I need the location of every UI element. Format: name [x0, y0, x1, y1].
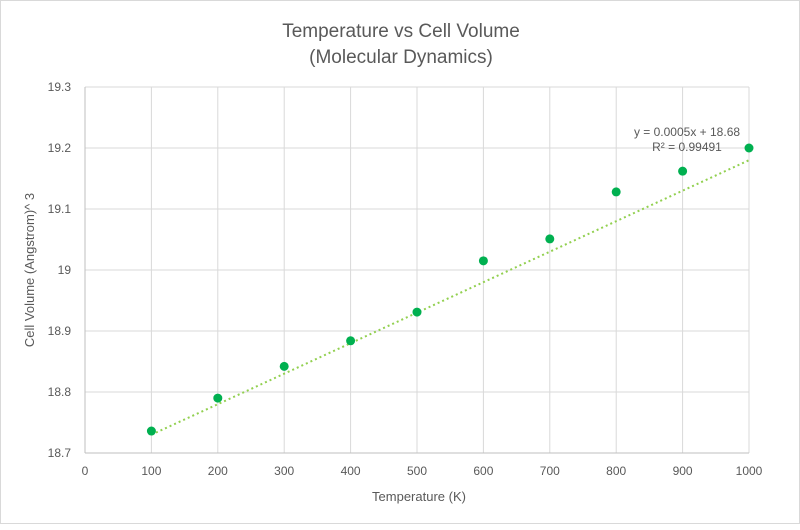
data-point	[146, 426, 156, 436]
data-point	[478, 256, 488, 266]
data-point	[744, 143, 754, 153]
trendline	[150, 159, 750, 436]
y-tick-label: 19.1	[48, 202, 72, 216]
x-tick-label: 0	[82, 464, 89, 478]
y-tick-label: 19.3	[48, 80, 72, 94]
chart-subtitle: (Molecular Dynamics)	[309, 47, 493, 68]
chart-title: Temperature vs Cell Volume	[282, 21, 520, 42]
x-axis-label: Temperature (K)	[372, 489, 466, 504]
x-tick-label: 1000	[736, 464, 763, 478]
data-point	[678, 166, 688, 176]
data-point	[346, 336, 356, 346]
y-tick-label: 19	[58, 263, 72, 277]
data-point	[279, 361, 289, 371]
data-points	[146, 143, 754, 436]
x-tick-label: 300	[274, 464, 294, 478]
x-tick-label: 500	[407, 464, 427, 478]
gridlines	[85, 86, 750, 453]
x-tick-label: 900	[673, 464, 693, 478]
y-axis-label: Cell Volume (Angstrom)^ 3	[22, 193, 37, 347]
x-tick-label: 100	[141, 464, 161, 478]
x-tick-label: 400	[341, 464, 361, 478]
axes: 0 100 200 300 400 500 600 700 800 900 1000 18.7 18.8…	[48, 80, 763, 478]
data-point	[412, 307, 422, 317]
trendline-r2: R² = 0.99491	[652, 140, 722, 154]
trendline-group	[150, 159, 750, 436]
data-point	[545, 234, 555, 244]
data-point	[213, 393, 223, 403]
x-tick-label: 800	[606, 464, 626, 478]
y-tick-label: 19.2	[48, 141, 72, 155]
x-tick-label: 700	[540, 464, 560, 478]
x-tick-label: 600	[473, 464, 493, 478]
x-tick-label: 200	[208, 464, 228, 478]
y-tick-label: 18.7	[48, 446, 72, 460]
data-point	[611, 187, 621, 197]
y-tick-label: 18.8	[48, 385, 72, 399]
y-tick-label: 18.9	[48, 324, 72, 338]
trendline-equation: y = 0.0005x + 18.68	[634, 125, 740, 139]
